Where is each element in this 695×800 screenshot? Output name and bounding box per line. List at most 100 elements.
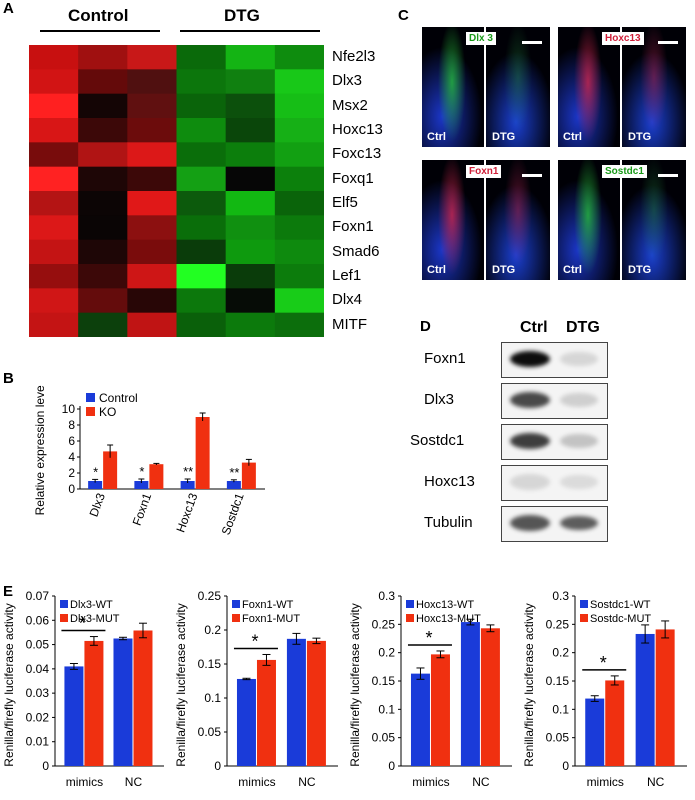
heatmap-cell [78, 312, 128, 337]
heatmap-cell [127, 45, 177, 70]
heatmap-cell [78, 142, 128, 168]
y-tick-label: 0.15 [198, 657, 222, 671]
heatmap-gene-label: Dlx3 [332, 72, 363, 90]
legend-swatch [580, 600, 588, 608]
y-tick-label: 0.2 [378, 646, 395, 660]
y-tick-label: 0 [214, 759, 221, 773]
y-tick-label: 0.15 [372, 674, 396, 688]
y-axis-label: Relative expression level [33, 385, 47, 515]
heatmap-cell [176, 69, 227, 95]
bar [226, 481, 241, 489]
y-tick-label: 0.05 [372, 731, 396, 745]
micrograph-dtg-label: DTG [628, 131, 652, 143]
bar [134, 481, 149, 489]
x-tick-label: NC [472, 775, 490, 789]
heatmap-gene-label: MITF [332, 315, 367, 333]
bar [84, 640, 104, 766]
bar [635, 633, 655, 766]
y-tick-label: 0.1 [552, 702, 569, 716]
blot-col-dtg: DTG [566, 319, 600, 336]
heatmap-cell [274, 45, 324, 70]
x-tick-label: mimics [412, 775, 449, 789]
heatmap-cell [29, 93, 79, 119]
x-tick-label: Foxn1 [130, 491, 155, 527]
heatmap-cell [176, 215, 227, 241]
y-tick-label: 0.01 [26, 735, 50, 749]
heatmap-gene-label: Dlx4 [332, 291, 363, 309]
bar [113, 638, 133, 766]
micrograph-marker-label: Hoxc13 [602, 32, 644, 45]
y-tick-label: 0.15 [546, 674, 570, 688]
heatmap-cell [176, 312, 227, 337]
heatmap-cell [29, 215, 79, 241]
scale-bar [658, 174, 678, 177]
heatmap-cell [176, 239, 227, 265]
heatmap-cell [127, 215, 177, 241]
heatmap-cell [127, 312, 177, 337]
heatmap-cell [176, 142, 227, 168]
legend-label: KO [99, 405, 116, 419]
y-tick-label: 0.02 [26, 710, 50, 724]
micrograph-marker-label: Dlx 3 [466, 32, 496, 45]
heatmap-gene-label: Nfe2l3 [332, 48, 376, 65]
legend-swatch [406, 614, 414, 622]
y-axis-label: Renilla/firefly luciferase activity [174, 603, 188, 766]
heatmap-cell [29, 239, 79, 265]
bar [195, 417, 210, 489]
bar [180, 481, 195, 489]
x-tick-label: NC [298, 775, 316, 789]
heatmap-cell [274, 69, 324, 95]
blot-band-ctrl [510, 515, 550, 531]
panel-a-label: A [3, 0, 14, 17]
x-tick-label: Sostdc1 [219, 491, 247, 537]
bar [88, 481, 103, 489]
blot-row-label: Tubulin [424, 514, 473, 531]
legend-label: Dlx3-WT [70, 599, 113, 611]
heatmap-cell [176, 288, 227, 314]
luciferase-chart-dlx3: Renilla/firefly luciferase activity 0 0.01… [2, 589, 164, 789]
y-tick-label: 6 [68, 434, 75, 448]
legend-swatch [232, 614, 240, 622]
y-tick-label: 0.1 [378, 702, 395, 716]
y-tick-label: 0.2 [552, 646, 569, 660]
y-tick-label: 0 [68, 482, 75, 496]
legend-swatch [86, 393, 95, 402]
bar [430, 654, 450, 766]
y-tick-label: 0.2 [204, 623, 221, 637]
bar [460, 622, 480, 766]
legend-label: Foxn1-WT [242, 599, 294, 611]
bar [64, 666, 84, 766]
significance-marker: ** [183, 464, 193, 479]
y-tick-label: 0 [388, 759, 395, 773]
micrograph-marker-label: Sostdc1 [602, 165, 647, 178]
micrograph [558, 160, 686, 280]
luciferase-chart-foxn1: Renilla/firefly luciferase activity 0 0.05… [174, 589, 338, 789]
micrograph-ctrl-label: Ctrl [427, 264, 446, 276]
y-tick-label: 0.07 [26, 589, 50, 603]
heatmap-cell [29, 69, 79, 95]
heatmap-gene-label: Hoxc13 [332, 121, 383, 138]
y-tick-label: 0.05 [546, 731, 570, 745]
heatmap-cell [176, 191, 227, 216]
y-axis-label: Renilla/firefly luciferase activity [522, 603, 536, 766]
heatmap-cell [127, 142, 177, 168]
y-tick-label: 0 [562, 759, 569, 773]
bar [256, 659, 276, 766]
heatmap-cell [127, 93, 177, 119]
scale-bar [658, 41, 678, 44]
y-tick-label: 10 [62, 402, 76, 416]
control-group-bar [40, 30, 160, 32]
bar [585, 698, 605, 766]
micrograph-ctrl-label: Ctrl [427, 131, 446, 143]
heatmap-cell [78, 215, 128, 241]
heatmap-cell [78, 264, 128, 289]
heatmap-cell [274, 288, 324, 314]
legend-swatch [232, 600, 240, 608]
y-tick-label: 0.3 [552, 589, 569, 603]
heatmap-cell [29, 288, 79, 314]
heatmap-cell [127, 239, 177, 265]
legend-label: Sostdc-MUT [590, 613, 651, 625]
heatmap-cell [29, 45, 79, 70]
heatmap-cell [274, 264, 324, 289]
blot-band-dtg [560, 516, 598, 530]
